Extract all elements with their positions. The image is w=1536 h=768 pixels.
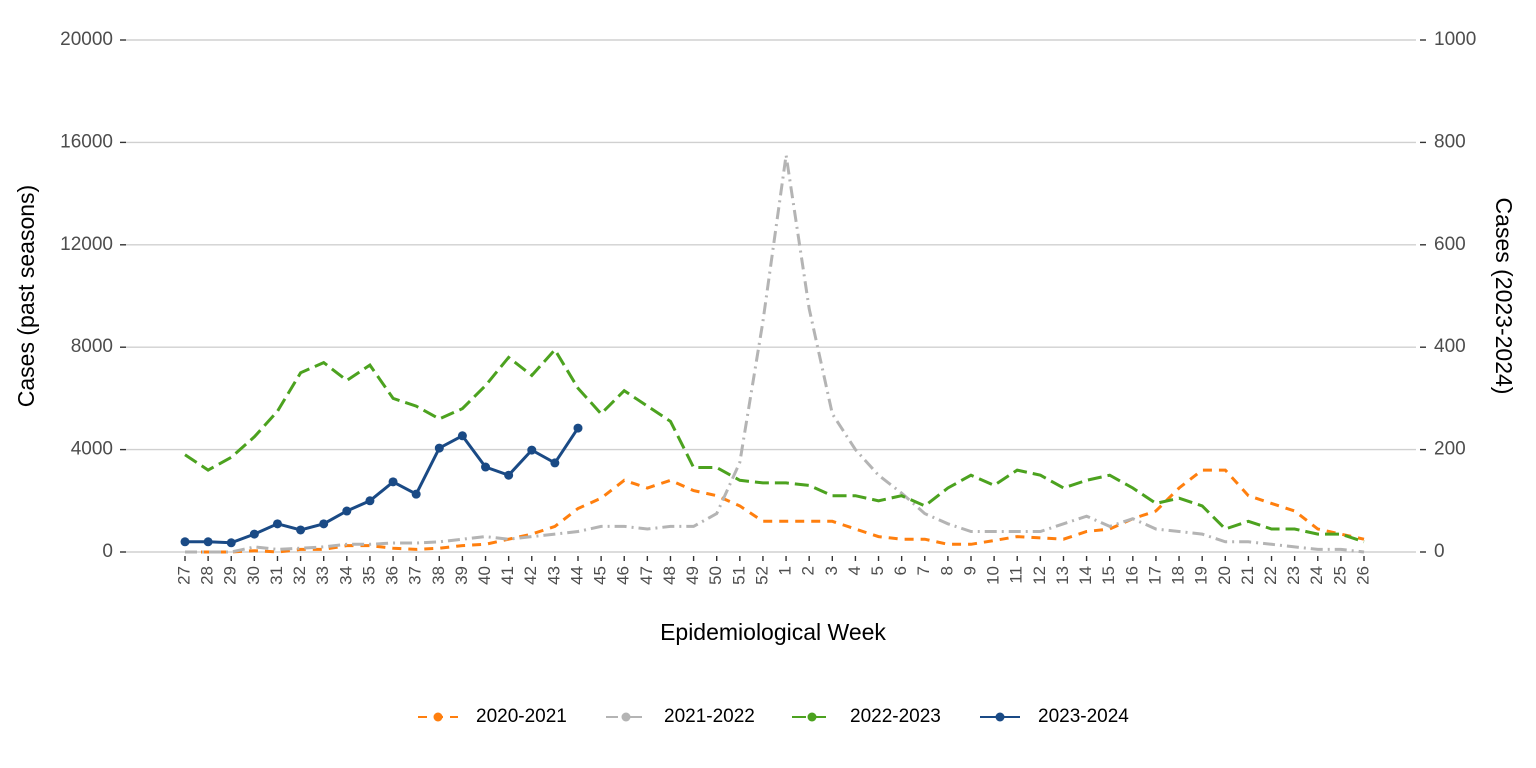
x-tick-label: 22: [1261, 566, 1280, 585]
x-tick-label: 39: [452, 566, 471, 585]
point: [573, 423, 583, 433]
x-tick-label: 2: [799, 566, 818, 575]
x-tick-label: 11: [1007, 566, 1026, 584]
x-tick-label: 51: [729, 566, 748, 585]
x-tick-label: 44: [567, 566, 586, 585]
legend-label: 2021-2022: [664, 706, 755, 727]
x-tick-label: 31: [267, 566, 286, 585]
point: [481, 462, 491, 472]
x-tick-label: 7: [914, 566, 933, 575]
x-tick-label: 38: [429, 566, 448, 585]
point: [527, 445, 537, 455]
x-tick-label: 49: [683, 566, 702, 585]
y-tick-label: 12000: [60, 234, 113, 255]
legend-key-point: [995, 712, 1005, 722]
x-tick-label: 41: [498, 566, 517, 585]
x-tick-label: 33: [313, 566, 332, 585]
x-tick-label: 4: [845, 566, 864, 575]
x-tick-label: 48: [660, 566, 679, 585]
x-tick-label: 20: [1215, 566, 1234, 585]
y-tick-label: 16000: [60, 131, 113, 152]
series-line: [184, 347, 1365, 544]
x-tick-label: 23: [1284, 566, 1303, 585]
x-tick-label: 24: [1307, 566, 1326, 585]
x-tick-label: 6: [891, 566, 910, 575]
y2-tick-label: 800: [1434, 131, 1466, 152]
x-tick-label: 42: [521, 566, 540, 585]
x-tick-label: 1: [776, 566, 795, 575]
x-tick-label: 43: [544, 566, 563, 585]
point: [434, 443, 444, 453]
series-line: [185, 468, 1365, 554]
x-tick-label: 9: [960, 566, 979, 575]
x-tick-label: 52: [752, 566, 771, 585]
y-tick-label: 20000: [60, 29, 113, 50]
x-tick-label: 40: [475, 566, 494, 585]
y2-axis-title: Cases (2023-2024): [1491, 198, 1517, 395]
x-tick-label: 12: [1030, 566, 1049, 585]
y-tick-label: 4000: [71, 439, 113, 460]
legend-label: 2023-2024: [1038, 706, 1129, 727]
point: [411, 489, 421, 499]
y2-tick-label: 0: [1434, 541, 1445, 562]
x-tick-label: 17: [1145, 566, 1164, 585]
x-tick-label: 46: [614, 566, 633, 585]
x-tick-label: 26: [1353, 566, 1372, 585]
legend-key-point: [621, 712, 631, 722]
x-tick-label: 8: [937, 566, 956, 575]
y2-tick-label: 200: [1434, 439, 1466, 460]
x-tick-label: 34: [336, 566, 355, 585]
x-tick-label: 3: [822, 566, 841, 575]
x-tick-label: 13: [1053, 566, 1072, 585]
x-tick-label: 30: [244, 566, 263, 585]
x-tick-label: 5: [868, 566, 887, 575]
point: [203, 537, 213, 547]
x-tick-label: 47: [637, 566, 656, 585]
x-tick-label: 15: [1099, 566, 1118, 585]
x-tick-label: 35: [359, 566, 378, 585]
x-tick-label: 45: [591, 566, 610, 585]
point: [249, 529, 259, 539]
point: [319, 519, 329, 529]
x-tick-label: 19: [1192, 566, 1211, 585]
x-tick-label: 36: [383, 566, 402, 585]
x-tick-label: 14: [1076, 566, 1095, 585]
y-tick-label: 8000: [71, 336, 113, 357]
x-axis-title: Epidemiological Week: [660, 619, 886, 645]
legend-label: 2020-2021: [476, 706, 567, 727]
point: [180, 537, 190, 547]
x-tick-label: 50: [706, 566, 725, 585]
legend-key-point: [433, 712, 443, 722]
y2-tick-label: 400: [1434, 336, 1466, 357]
point: [365, 496, 375, 506]
series-line: [185, 154, 1365, 554]
x-tick-label: 27: [174, 566, 193, 585]
point: [504, 470, 514, 480]
y2-tick-label: 1000: [1434, 29, 1476, 50]
y2-tick-label: 600: [1434, 234, 1466, 255]
point: [296, 525, 306, 535]
y-tick-label: 0: [102, 541, 113, 562]
x-tick-label: 21: [1238, 566, 1257, 585]
x-tick-label: 28: [198, 566, 217, 585]
point: [457, 431, 467, 441]
point: [272, 519, 282, 529]
x-tick-label: 10: [984, 566, 1003, 585]
x-tick-label: 25: [1330, 566, 1349, 585]
x-tick-label: 29: [221, 566, 240, 585]
x-tick-label: 32: [290, 566, 309, 585]
y-axis-title: Cases (past seasons): [13, 185, 39, 407]
x-tick-label: 18: [1169, 566, 1188, 585]
point: [550, 458, 560, 468]
legend-key-point: [807, 712, 817, 722]
x-tick-label: 37: [406, 566, 425, 585]
legend-label: 2022-2023: [850, 706, 941, 727]
x-tick-label: 16: [1122, 566, 1141, 585]
point: [226, 538, 236, 548]
point: [388, 477, 398, 487]
point: [342, 506, 352, 516]
